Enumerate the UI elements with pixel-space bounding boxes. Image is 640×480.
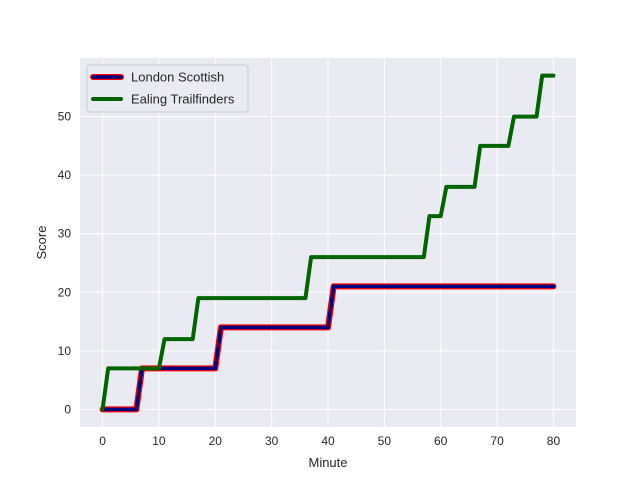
legend-label: Ealing Trailfinders — [131, 92, 235, 107]
y-tick-label: 10 — [58, 344, 72, 358]
legend: London Scottish Ealing Trailfinders — [87, 65, 248, 112]
x-tick-label: 60 — [434, 434, 448, 448]
y-tick-label: 50 — [58, 110, 72, 124]
x-axis-label: Minute — [308, 455, 347, 470]
y-tick-label: 0 — [64, 402, 71, 416]
x-tick-label: 0 — [99, 434, 106, 448]
y-tick-label: 30 — [58, 227, 72, 241]
x-tick-label: 70 — [490, 434, 504, 448]
y-tick-label: 40 — [58, 168, 72, 182]
x-tick-label: 10 — [152, 434, 166, 448]
x-tick-label: 80 — [547, 434, 561, 448]
x-tick-label: 50 — [378, 434, 392, 448]
x-tick-label: 20 — [209, 434, 223, 448]
y-axis-label: Score — [34, 226, 49, 260]
y-axis-ticks: 0 10 20 30 40 50 — [58, 110, 72, 417]
y-tick-label: 20 — [58, 285, 72, 299]
x-axis-ticks: 0 10 20 30 40 50 60 70 80 — [99, 434, 560, 448]
x-tick-label: 40 — [321, 434, 335, 448]
legend-label: London Scottish — [131, 70, 224, 85]
x-tick-label: 30 — [265, 434, 279, 448]
